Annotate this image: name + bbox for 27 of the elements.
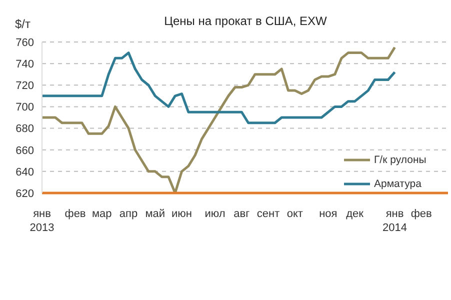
x-tick-label: ноя <box>319 208 338 220</box>
y-tick-label: 620 <box>16 188 34 200</box>
x-tick-label: май <box>145 208 166 220</box>
y-tick-label: 760 <box>16 36 34 49</box>
chart-title: Цены на прокат в США, EXW <box>164 14 327 28</box>
y-tick-label: 660 <box>16 144 34 157</box>
x-tick-label: окт <box>286 208 303 220</box>
line-series <box>40 52 396 124</box>
x-tick-label: апр <box>119 208 138 220</box>
y-tick-label: 680 <box>16 123 34 136</box>
x-tick-label: дек <box>346 208 364 220</box>
x-tick-label: мар <box>92 208 112 220</box>
x-tick-label: июн <box>172 208 192 220</box>
x-tick-label: янв 2013 <box>30 208 54 234</box>
legend-label: Арматура <box>374 178 422 190</box>
x-tick-label: янв 2014 <box>382 208 407 234</box>
x-tick-label: фев <box>410 208 432 220</box>
x-tick-label: сент <box>256 208 280 220</box>
x-tick-label: июл <box>204 208 226 220</box>
y-tick-label: 740 <box>16 58 34 70</box>
x-tick-label: авг <box>234 208 250 220</box>
y-tick-label: 720 <box>16 80 34 92</box>
y-tick-label: 640 <box>16 166 34 178</box>
y-axis-title: $/т <box>15 17 31 31</box>
y-tick-label: 700 <box>16 102 34 114</box>
legend-label: Г/к рулоны <box>374 154 426 166</box>
x-tick-label: фев <box>64 208 86 220</box>
